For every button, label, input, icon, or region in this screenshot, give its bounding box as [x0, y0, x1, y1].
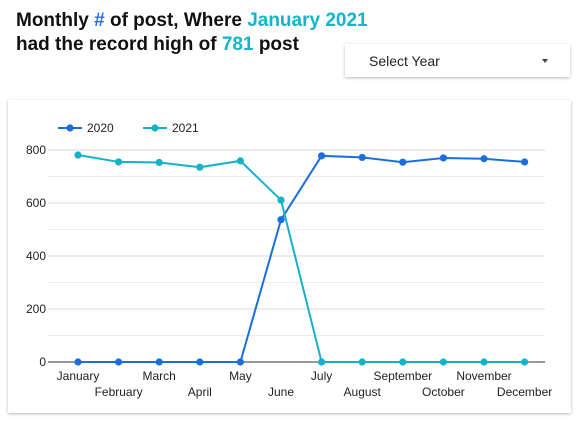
series-line-2020 — [78, 154, 525, 363]
data-point-2021 — [439, 358, 447, 366]
data-point-2020 — [318, 152, 326, 160]
data-point-2021 — [155, 158, 163, 167]
data-point-2021 — [358, 358, 366, 366]
data-point-2021 — [115, 158, 123, 166]
chevron-down-icon — [542, 59, 548, 63]
headline-text: post — [253, 34, 299, 55]
data-point-2021 — [318, 358, 326, 366]
data-point-2021 — [399, 358, 407, 366]
x-tick-label: August — [344, 385, 382, 399]
headline-highlight-month: January 2021 — [247, 10, 368, 31]
y-tick-label: 400 — [26, 249, 46, 263]
y-tick-label: 0 — [39, 355, 46, 369]
legend-label: 2021 — [172, 121, 199, 135]
series-line-2021 — [77, 154, 525, 363]
x-tick-label: January — [57, 369, 100, 383]
headline-line-2: had the record high of 781 post — [16, 33, 368, 57]
x-tick-label: September — [373, 369, 432, 383]
data-point-2021 — [74, 151, 82, 159]
x-tick-label: December — [497, 385, 552, 399]
data-point-2020 — [439, 154, 447, 162]
year-select-label: Select Year — [369, 52, 440, 69]
x-tick-label: April — [188, 385, 212, 399]
x-tick-label: October — [422, 385, 465, 399]
data-point-2020 — [196, 358, 204, 366]
chart-card: 0 200 400 600 800 January February March April Ma… — [8, 100, 571, 413]
data-point-2021 — [196, 163, 204, 171]
y-tick-label: 200 — [26, 302, 46, 316]
data-point-2021 — [480, 358, 488, 366]
x-tick-label: February — [95, 385, 143, 399]
y-tick-label: 600 — [26, 196, 46, 210]
data-point-2020 — [480, 155, 488, 163]
year-select-dropdown[interactable]: Select Year — [345, 44, 570, 77]
headline-hash: # — [94, 10, 105, 31]
data-point-2020 — [155, 358, 163, 366]
data-point-2021 — [236, 157, 244, 165]
headline-line-1: Monthly # of post, Where January 2021 — [16, 9, 368, 33]
headline-text: of post, Where — [104, 10, 248, 31]
headline-text: had the record high of — [16, 34, 222, 55]
data-point-2021 — [277, 196, 285, 204]
data-point-2021 — [521, 358, 529, 366]
data-point-2020 — [236, 358, 244, 366]
legend-label: 2020 — [87, 121, 114, 135]
data-point-2020 — [521, 158, 529, 166]
headline-highlight-value: 781 — [221, 34, 254, 55]
x-tick-label: November — [456, 369, 511, 383]
x-tick-label: May — [229, 369, 252, 383]
x-tick-label: March — [143, 369, 176, 383]
chart-headline: Monthly # of post, Where January 2021 ha… — [16, 9, 368, 57]
legend-marker-2020 — [66, 124, 74, 132]
headline-text: Monthly — [16, 10, 95, 31]
data-point-2020 — [74, 358, 82, 366]
x-tick-label: July — [311, 369, 332, 383]
data-point-2020 — [358, 153, 366, 162]
x-tick-label: June — [268, 385, 294, 399]
data-point-2020 — [115, 358, 123, 366]
legend-marker-2021 — [151, 124, 159, 132]
data-point-2020 — [399, 158, 407, 166]
y-tick-label: 800 — [26, 143, 46, 157]
data-point-2020 — [277, 216, 285, 224]
